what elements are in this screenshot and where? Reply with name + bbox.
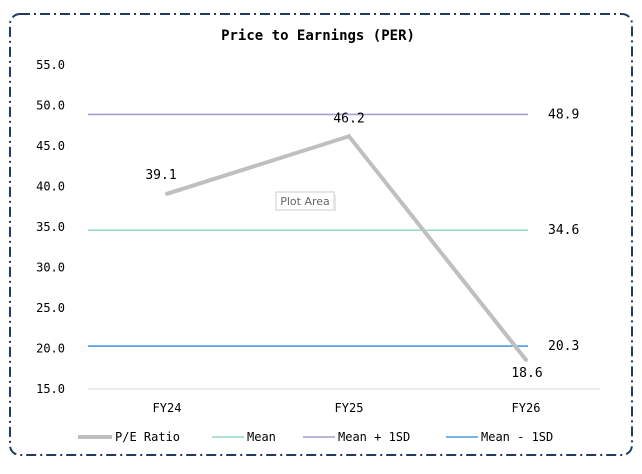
y-tick-label: 45.0 bbox=[36, 139, 65, 153]
legend-mean-minus-1sd-label: Mean - 1SD bbox=[481, 430, 553, 444]
pe-ratio-data-label: 46.2 bbox=[333, 111, 364, 126]
pe-ratio-data-label: 18.6 bbox=[511, 366, 542, 381]
chart-title: Price to Earnings (PER) bbox=[221, 28, 415, 44]
y-tick-label: 20.0 bbox=[36, 342, 65, 356]
plot-area-tooltip: Plot Area bbox=[275, 191, 336, 211]
pe-ratio-data-label: 39.1 bbox=[145, 168, 176, 183]
tooltip-text: Plot Area bbox=[280, 195, 330, 208]
y-tick-label: 15.0 bbox=[36, 382, 65, 396]
x-tick-label: FY25 bbox=[335, 401, 364, 415]
axis-layer: 55.0 50.0 45.0 40.0 35.0 30.0 25.0 20.0 15.0 FY24… bbox=[36, 58, 600, 415]
chart-border bbox=[9, 13, 633, 456]
series-layer[interactable] bbox=[88, 113, 528, 362]
x-tick-label: FY24 bbox=[153, 401, 182, 415]
legend-mean-label: Mean bbox=[247, 430, 276, 444]
x-tick-label: FY26 bbox=[512, 401, 541, 415]
mean-line-label: 34.6 bbox=[548, 223, 579, 238]
y-tick-label: 30.0 bbox=[36, 261, 65, 275]
y-tick-label: 35.0 bbox=[36, 220, 65, 234]
pe-ratio-point[interactable] bbox=[165, 191, 169, 196]
y-tick-label: 55.0 bbox=[36, 58, 65, 72]
legend: P/E Ratio Mean Mean + 1SD Mean - 1SD bbox=[78, 430, 553, 444]
y-tick-label: 50.0 bbox=[36, 99, 65, 113]
y-tick-label: 40.0 bbox=[36, 180, 65, 194]
mean-minus-1sd-line-label: 20.3 bbox=[548, 339, 579, 354]
legend-pe-ratio-label: P/E Ratio bbox=[115, 430, 180, 444]
legend-mean-plus-1sd-label: Mean + 1SD bbox=[338, 430, 410, 444]
data-label-layer: 34.6 48.9 20.3 39.1 46.2 18.6 bbox=[145, 107, 579, 380]
pe-ratio-point[interactable] bbox=[347, 134, 351, 139]
pe-ratio-point[interactable] bbox=[524, 357, 528, 362]
mean-plus-1sd-line-label: 48.9 bbox=[548, 107, 579, 122]
tooltip-shadow bbox=[334, 195, 336, 211]
y-tick-label: 25.0 bbox=[36, 301, 65, 315]
